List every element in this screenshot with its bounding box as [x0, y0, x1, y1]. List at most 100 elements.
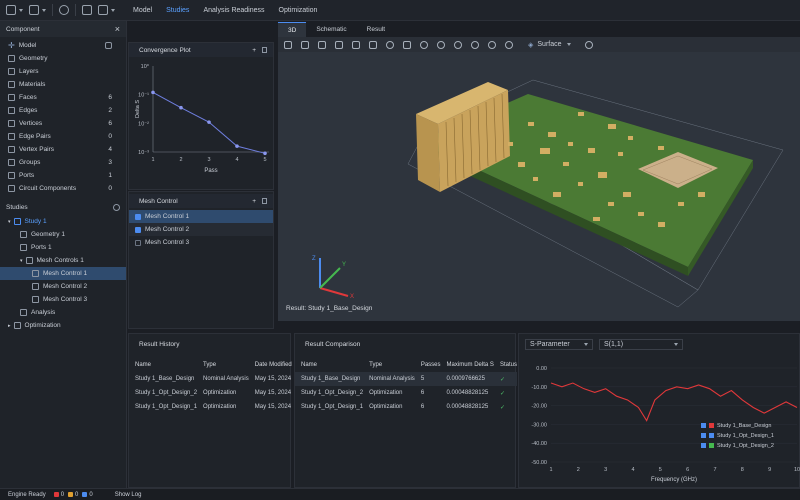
mesh-control-checkbox[interactable] [135, 239, 141, 246]
study-tree-item[interactable]: ▾ Mesh Controls 1 [0, 254, 126, 267]
column-header[interactable]: Date Modified [254, 362, 292, 368]
column-header[interactable]: Maximum Delta S [446, 362, 494, 368]
globe-icon[interactable] [59, 5, 69, 15]
tab-schematic[interactable]: Schematic [316, 26, 347, 33]
grid-icon[interactable] [6, 5, 16, 15]
component-item[interactable]: Materials [0, 78, 126, 91]
menu-studies[interactable]: Studies [166, 6, 190, 14]
chevron-down-icon [566, 43, 571, 46]
box-view-icon[interactable] [284, 40, 292, 49]
show-log-link[interactable]: Show Log [114, 491, 142, 498]
component-item[interactable]: Vertices 6 [0, 117, 126, 130]
chevron-down-icon[interactable] [42, 8, 46, 12]
column-header[interactable]: Type [203, 362, 217, 368]
study-tree-item[interactable]: ▾ Study 1 [0, 215, 126, 228]
menu-model[interactable]: Model [133, 6, 153, 14]
model-row[interactable]: ✛ Model [0, 39, 126, 52]
component-item[interactable]: Groups 3 [0, 156, 126, 169]
study-tree-item[interactable]: Geometry 1 [0, 228, 126, 241]
x-axis-title: Pass [204, 168, 217, 174]
convergence-point[interactable] [235, 144, 239, 148]
study-tree-item[interactable]: Mesh Control 1 [0, 267, 126, 280]
expand-caret-icon[interactable]: ▸ [8, 322, 11, 329]
component-item[interactable]: Layers [0, 65, 126, 78]
table-row[interactable]: Study 1_Base_Design Nominal Analysis May 1… [129, 372, 292, 386]
fit-view-icon[interactable] [352, 40, 360, 49]
mesh-control-item[interactable]: Mesh Control 1 [129, 210, 273, 223]
column-header[interactable]: Status [499, 362, 517, 368]
study-tree-item[interactable]: Mesh Control 2 [0, 280, 126, 293]
mesh-control-item[interactable]: Mesh Control 3 [129, 236, 273, 249]
top-view-icon[interactable] [318, 40, 326, 49]
zoom-icon[interactable] [386, 40, 394, 49]
mesh-control-checkbox[interactable] [135, 226, 141, 233]
sparam-trace-select[interactable]: S(1,1) [599, 338, 683, 350]
convergence-point[interactable] [151, 90, 155, 95]
gear-icon[interactable] [584, 40, 593, 49]
component-item[interactable]: Geometry [0, 52, 126, 65]
legend-checkbox[interactable] [701, 433, 706, 438]
add-icon[interactable]: + [252, 46, 256, 54]
table-row[interactable]: Study 1_Opt_Design_2 Optimization 6 0.00048… [295, 386, 517, 400]
chevron-down-icon[interactable] [111, 8, 115, 12]
column-header[interactable]: Passes [420, 362, 441, 368]
close-icon[interactable]: × [114, 24, 120, 34]
table-row[interactable]: Study 1_Opt_Design_1 Optimization 6 0.00048… [295, 400, 517, 414]
component-item[interactable]: Edges 2 [0, 104, 126, 117]
table-row[interactable]: Study 1_Opt_Design_2 Optimization May 15, … [129, 386, 292, 400]
mesh-control-item[interactable]: Mesh Control 2 [129, 223, 273, 236]
render-mode-select[interactable]: ◈ Surface [528, 41, 571, 49]
sparam-type-select[interactable]: S-Parameter [525, 338, 593, 350]
column-header[interactable]: Name [301, 362, 318, 368]
trash-icon[interactable] [262, 198, 267, 204]
settings-icon[interactable] [113, 203, 120, 211]
pan-icon[interactable] [403, 40, 411, 49]
expand-caret-icon[interactable]: ▾ [8, 218, 11, 225]
column-header[interactable]: Name [135, 362, 152, 368]
convergence-point[interactable] [179, 105, 183, 110]
rotate-icon[interactable] [420, 40, 428, 49]
study-item-icon [25, 257, 33, 264]
3d-viewport[interactable]: ◈ Surface [278, 37, 800, 321]
convergence-point[interactable] [207, 120, 211, 124]
table-row[interactable]: Study 1_Base_Design Nominal Analysis 5 0.00… [295, 372, 517, 386]
convergence-point[interactable] [263, 151, 267, 156]
import-icon[interactable] [82, 5, 92, 15]
study-tree-item[interactable]: Mesh Control 3 [0, 293, 126, 306]
expand-caret-icon[interactable]: ▾ [20, 257, 23, 264]
add-icon[interactable]: + [252, 197, 256, 205]
tab-3d[interactable]: 3D [278, 22, 307, 37]
study-tree-item[interactable]: Analysis [0, 306, 126, 319]
tab-result[interactable]: Result [366, 26, 386, 33]
component-item[interactable]: Edge Pairs 0 [0, 130, 126, 143]
study-tree-item[interactable]: Ports 1 [0, 241, 126, 254]
orbit-icon[interactable] [437, 40, 445, 49]
mesh-control-checkbox[interactable] [135, 213, 141, 220]
reset-view-icon[interactable] [454, 40, 462, 49]
side-view-icon[interactable] [335, 40, 343, 49]
column-header[interactable]: Type [369, 362, 383, 368]
sphere-icon[interactable] [505, 40, 513, 49]
half-circle-icon[interactable] [488, 40, 496, 49]
export-icon[interactable] [98, 5, 108, 15]
menu-analysis-readiness[interactable]: Analysis Readiness [203, 6, 265, 14]
front-view-icon[interactable] [301, 40, 309, 49]
legend-checkbox[interactable] [701, 443, 706, 448]
trash-icon[interactable] [262, 47, 267, 53]
component-item[interactable]: Ports 1 [0, 169, 126, 182]
study-item-icon [32, 283, 39, 290]
circle-icon[interactable] [471, 40, 479, 49]
component-item[interactable]: Vertex Pairs 4 [0, 143, 126, 156]
home-icon[interactable] [105, 42, 112, 49]
table-cell: Nominal Analysis [203, 376, 249, 382]
study-tree-item[interactable]: ▸ Optimization [0, 319, 126, 332]
result-history-title: Result History [139, 340, 180, 348]
menu-optimization[interactable]: Optimization [278, 6, 318, 14]
component-item[interactable]: Circuit Components 0 [0, 182, 126, 195]
clear-icon[interactable] [369, 40, 377, 49]
table-row[interactable]: Study 1_Opt_Design_1 Optimization May 15, … [129, 400, 292, 414]
component-item[interactable]: Faces 6 [0, 91, 126, 104]
legend-checkbox[interactable] [701, 423, 706, 428]
add-icon[interactable] [29, 5, 39, 15]
chevron-down-icon[interactable] [19, 8, 23, 12]
